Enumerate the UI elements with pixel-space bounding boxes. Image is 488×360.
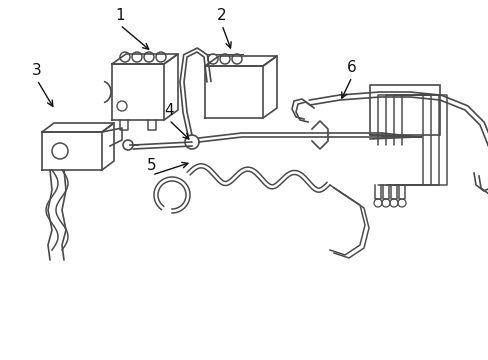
Text: 2: 2 — [217, 8, 226, 23]
Text: 1: 1 — [115, 8, 124, 23]
Text: 4: 4 — [164, 103, 173, 117]
Text: 3: 3 — [32, 63, 42, 77]
Text: 6: 6 — [346, 59, 356, 75]
Text: 5: 5 — [147, 158, 157, 172]
